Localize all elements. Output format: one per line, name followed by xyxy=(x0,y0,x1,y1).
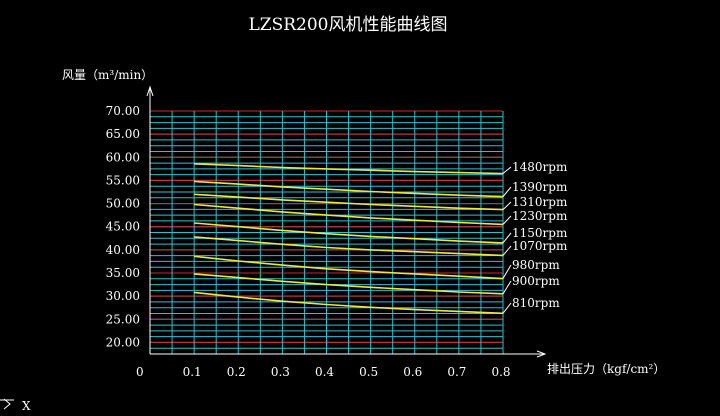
series-leader-line xyxy=(502,166,512,174)
y-tick-label: 60.00 xyxy=(106,150,140,164)
y-axis-arrow-icon xyxy=(146,85,154,97)
y-tick-label: 20.00 xyxy=(106,335,140,349)
x-tick-label: 0.4 xyxy=(315,365,334,379)
x-tick-label: 0.7 xyxy=(447,365,466,379)
series-leader-line xyxy=(502,232,512,244)
y-tick-label: 70.00 xyxy=(106,104,140,118)
x-axis-arrow-icon xyxy=(536,350,547,358)
grid xyxy=(150,110,504,355)
series-label: 1480rpm xyxy=(512,160,568,174)
cursor-arrow-icon xyxy=(3,398,11,410)
origin-label: 0 xyxy=(136,365,144,379)
series-line-810rpm xyxy=(194,291,504,315)
series-leader-line xyxy=(502,264,512,279)
series-line-1310rpm xyxy=(194,193,504,211)
series-leader-line xyxy=(502,280,512,295)
y-tick-label: 25.00 xyxy=(106,312,140,326)
series-leader-line xyxy=(502,201,512,210)
series-label: 1150rpm xyxy=(512,226,568,240)
series-leader-line xyxy=(502,215,512,225)
tick-labels: 20.00 25.00 30.00 35.00 40.00 45.00 50.00 55.00… xyxy=(106,104,511,379)
x-tick-label: 0.1 xyxy=(183,365,202,379)
y-tick-label: 40.00 xyxy=(106,243,140,257)
x-tick-label: 0.6 xyxy=(403,365,422,379)
series-leader-line xyxy=(502,302,512,314)
axes xyxy=(146,85,547,358)
y-tick-label: 55.00 xyxy=(106,173,140,187)
series-label: 1310rpm xyxy=(512,195,568,209)
series-line-1480rpm xyxy=(194,163,504,175)
series-label: 1230rpm xyxy=(512,209,568,223)
series-label: 1390rpm xyxy=(512,180,568,194)
y-tick-label: 45.00 xyxy=(106,220,140,234)
series-label: 1070rpm xyxy=(512,239,568,253)
cursor-label: X xyxy=(22,399,31,411)
y-tick-label: 35.00 xyxy=(106,266,140,280)
x-tick-label: 0.8 xyxy=(491,365,510,379)
y-axis-label: 风量（m³/min） xyxy=(62,68,153,82)
series-leader-line xyxy=(502,186,512,197)
series-line-1230rpm xyxy=(194,203,504,226)
series-label: 980rpm xyxy=(512,258,560,272)
chart-title: LZSR200风机性能曲线图 xyxy=(249,15,448,35)
series-line-980rpm xyxy=(194,255,504,280)
y-tick-label: 50.00 xyxy=(106,197,140,211)
series-label: 810rpm xyxy=(512,296,560,310)
series-lines xyxy=(194,163,504,315)
x-tick-label: 0.3 xyxy=(271,365,290,379)
x-axis-label: 排出压力（kgf/cm²） xyxy=(547,362,665,376)
series-label: 900rpm xyxy=(512,274,560,288)
series-line-1070rpm xyxy=(194,236,504,257)
cursor-indicator: X xyxy=(0,398,31,413)
series-line-1390rpm xyxy=(194,180,504,198)
y-tick-label: 65.00 xyxy=(106,127,140,141)
x-tick-label: 0.5 xyxy=(359,365,378,379)
series-leader-line xyxy=(502,245,512,256)
x-tick-label: 0.2 xyxy=(227,365,246,379)
series-line-1150rpm xyxy=(194,222,504,244)
y-tick-label: 30.00 xyxy=(106,289,140,303)
series-line-900rpm xyxy=(194,273,504,295)
